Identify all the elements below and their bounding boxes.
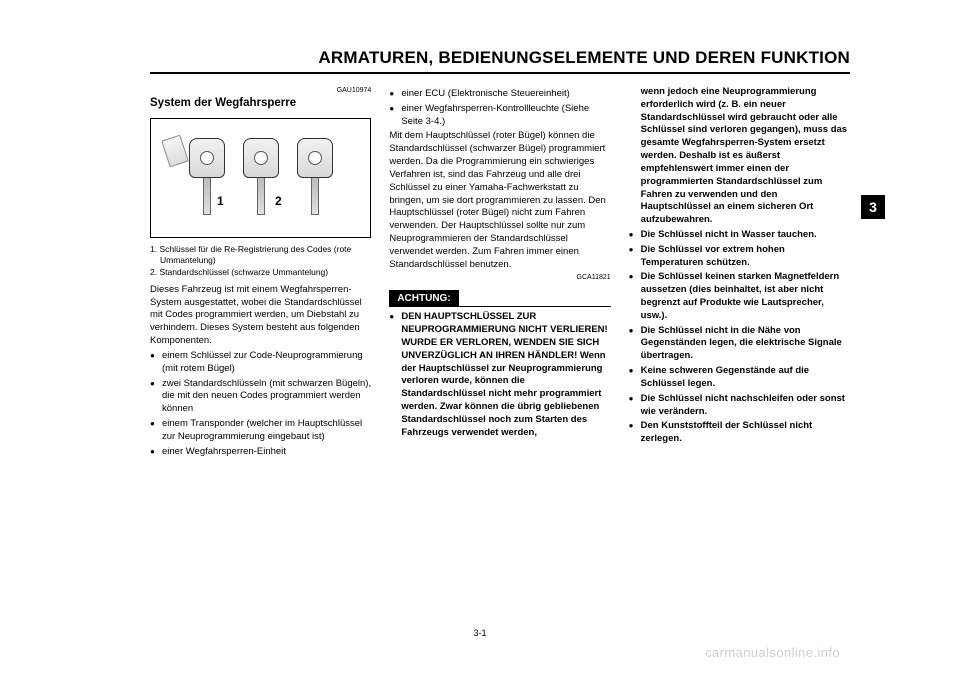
- list-item: DEN HAUPTSCHLÜSSEL ZUR NEUPROGRAMMIERUNG…: [389, 311, 610, 439]
- warning-list: DEN HAUPTSCHLÜSSEL ZUR NEUPROGRAMMIERUNG…: [389, 311, 610, 439]
- figure-callout-1: 1: [217, 193, 224, 209]
- page: ARMATUREN, BEDIENUNGSELEMENTE UND DEREN …: [0, 0, 960, 678]
- key-icon: [295, 138, 335, 218]
- chapter-tab: 3: [861, 195, 885, 219]
- list-item: einem Schlüssel zur Code-Neuprogrammieru…: [150, 350, 371, 376]
- list-item: Die Schlüssel nicht in die Nähe von Gege…: [629, 325, 850, 363]
- figure-callout-2: 2: [275, 193, 282, 209]
- intro-paragraph: Dieses Fahrzeug ist mit einem Wegfahrspe…: [150, 284, 371, 348]
- figure-caption-1: 1. Schlüssel für die Re-Registrierung de…: [150, 244, 371, 265]
- section-title: System der Wegfahrsperre: [150, 96, 371, 112]
- keys-figure: 1 2: [150, 118, 371, 238]
- list-item: Die Schlüssel nicht in Wasser tauchen.: [629, 229, 850, 242]
- figure-caption-2: 2. Standardschlüssel (schwarze Ummantelu…: [150, 267, 371, 278]
- key-tag-icon: [161, 135, 189, 168]
- column-2: einer ECU (Elektronische Steuereinheit) …: [389, 86, 610, 460]
- list-item: einer Wegfahrsperren-Einheit: [150, 446, 371, 459]
- list-item: Keine schweren Gegenstände auf die Schlü…: [629, 365, 850, 391]
- achtung-box: ACHTUNG:: [389, 290, 458, 308]
- page-header: ARMATUREN, BEDIENUNGSELEMENTE UND DEREN …: [150, 48, 850, 74]
- list-item: einem Transponder (welcher im Hauptschlü…: [150, 418, 371, 444]
- ref-code-1: GAU10974: [150, 86, 371, 95]
- list-item: Den Kunststoffteil der Schlüssel nicht z…: [629, 420, 850, 446]
- watermark: carmanualsonline.info: [705, 645, 840, 660]
- list-item: einer ECU (Elektronische Steuereinheit): [389, 88, 610, 101]
- list-item: Die Schlüssel keinen starken Magnetfelde…: [629, 271, 850, 322]
- component-list: einem Schlüssel zur Code-Neuprogrammieru…: [150, 350, 371, 459]
- list-item: Die Schlüssel nicht nachschleifen oder s…: [629, 393, 850, 419]
- column-3: wenn jedoch eine Neuprogrammierung erfor…: [629, 86, 850, 460]
- warning-continuation: wenn jedoch eine Neuprogrammierung erfor…: [629, 86, 850, 227]
- care-list: Die Schlüssel nicht in Wasser tauchen. D…: [629, 229, 850, 446]
- component-list-cont: einer ECU (Elektronische Steuereinheit) …: [389, 88, 610, 128]
- list-item: Die Schlüssel vor extrem hohen Temperatu…: [629, 244, 850, 270]
- list-item: zwei Standardschlüsseln (mit schwarzen B…: [150, 378, 371, 416]
- column-1: GAU10974 System der Wegfahrsperre 1 2: [150, 86, 371, 460]
- ref-code-2: GCA11821: [389, 273, 610, 282]
- list-item: einer Wegfahrsperren-Kontrollleuchte (Si…: [389, 103, 610, 129]
- content-columns: GAU10974 System der Wegfahrsperre 1 2: [150, 86, 850, 460]
- page-number: 3-1: [0, 628, 960, 638]
- programming-paragraph: Mit dem Hauptschlüssel (roter Bügel) kön…: [389, 130, 610, 271]
- achtung-label: ACHTUNG:: [389, 284, 610, 308]
